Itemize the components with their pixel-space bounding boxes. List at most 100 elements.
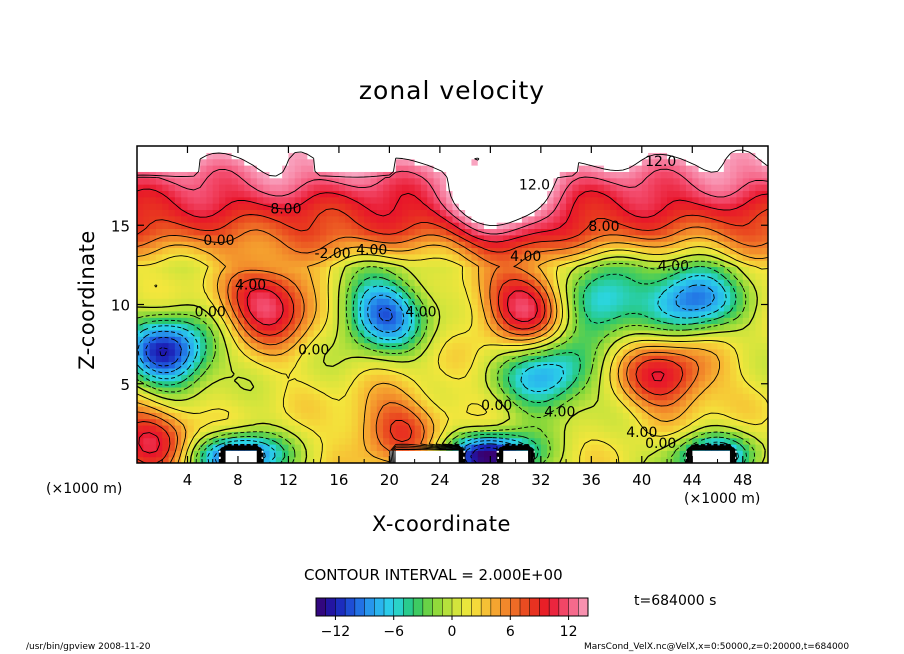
field-cell bbox=[490, 412, 498, 420]
field-cell bbox=[212, 291, 220, 299]
field-cell bbox=[667, 361, 674, 369]
field-cell bbox=[155, 291, 163, 299]
field-cell bbox=[736, 285, 744, 293]
field-cell bbox=[143, 386, 151, 394]
field-cell bbox=[345, 424, 353, 432]
field-cell bbox=[553, 443, 561, 451]
field-cell bbox=[206, 431, 214, 439]
field-cell bbox=[685, 291, 693, 299]
field-cell bbox=[212, 367, 220, 375]
field-cell bbox=[446, 412, 454, 420]
field-cell bbox=[591, 348, 599, 356]
field-cell bbox=[168, 146, 176, 153]
field-cell bbox=[181, 209, 189, 217]
field-cell bbox=[301, 152, 308, 160]
field-cell bbox=[692, 405, 700, 413]
field-cell bbox=[332, 158, 340, 166]
field-cell bbox=[181, 285, 189, 293]
field-cell bbox=[143, 405, 151, 413]
field-cell bbox=[383, 222, 390, 230]
field-cell bbox=[629, 196, 637, 204]
field-cell bbox=[572, 386, 580, 394]
field-cell bbox=[761, 165, 768, 172]
field-cell bbox=[755, 374, 763, 382]
field-cell bbox=[749, 272, 756, 280]
field-cell bbox=[496, 317, 504, 325]
field-cell bbox=[237, 298, 245, 306]
field-cell bbox=[155, 203, 163, 210]
field-cell bbox=[692, 152, 700, 160]
field-cell bbox=[452, 215, 460, 223]
field-cell bbox=[155, 412, 163, 420]
field-cell bbox=[673, 323, 681, 331]
field-cell bbox=[540, 196, 548, 204]
field-cell bbox=[357, 291, 365, 299]
field-cell bbox=[490, 298, 498, 306]
field-cell bbox=[200, 171, 208, 179]
field-cell bbox=[736, 317, 744, 325]
field-cell bbox=[465, 374, 473, 382]
field-cell bbox=[219, 222, 226, 230]
field-cell bbox=[521, 298, 529, 306]
field-cell bbox=[137, 450, 144, 458]
field-cell bbox=[269, 247, 277, 255]
field-cell bbox=[332, 291, 340, 299]
field-cell bbox=[673, 272, 681, 280]
field-cell bbox=[534, 203, 542, 210]
field-cell bbox=[351, 456, 359, 463]
field-cell bbox=[193, 203, 201, 210]
field-cell bbox=[673, 171, 681, 179]
field-cell bbox=[667, 291, 674, 299]
field-cell bbox=[736, 291, 744, 299]
field-cell bbox=[572, 329, 580, 337]
field-cell bbox=[679, 190, 687, 198]
field-cell bbox=[206, 348, 214, 356]
field-cell bbox=[269, 234, 277, 242]
field-cell bbox=[711, 361, 719, 369]
field-cell bbox=[572, 374, 580, 382]
field-cell bbox=[553, 291, 561, 299]
field-cell bbox=[452, 184, 460, 191]
field-cell bbox=[193, 437, 201, 445]
field-cell bbox=[704, 285, 712, 293]
field-cell bbox=[187, 241, 195, 249]
field-cell bbox=[679, 386, 687, 394]
field-cell bbox=[698, 177, 706, 185]
field-cell bbox=[471, 165, 479, 172]
field-cell bbox=[244, 146, 252, 153]
field-cell bbox=[585, 177, 592, 185]
field-cell bbox=[351, 165, 359, 172]
field-cell bbox=[641, 405, 649, 413]
field-cell bbox=[648, 209, 656, 217]
field-cell bbox=[338, 412, 346, 420]
field-cell bbox=[326, 190, 334, 198]
field-cell bbox=[357, 424, 365, 432]
field-cell bbox=[553, 355, 561, 363]
field-cell bbox=[761, 405, 768, 413]
field-cell bbox=[364, 234, 372, 242]
field-cell bbox=[376, 190, 384, 198]
field-cell bbox=[187, 209, 195, 217]
field-cell bbox=[237, 203, 245, 210]
field-cell bbox=[749, 190, 756, 198]
field-cell bbox=[319, 424, 327, 432]
field-cell bbox=[723, 399, 731, 407]
field-cell bbox=[174, 165, 182, 172]
field-cell bbox=[490, 456, 498, 463]
field-cell bbox=[629, 158, 637, 166]
field-cell bbox=[496, 323, 504, 331]
field-cell bbox=[357, 399, 365, 407]
field-cell bbox=[313, 443, 321, 451]
field-cell bbox=[143, 228, 151, 236]
field-cell bbox=[237, 361, 245, 369]
field-cell bbox=[597, 386, 605, 394]
field-cell bbox=[641, 152, 649, 160]
field-cell bbox=[717, 184, 725, 191]
field-cell bbox=[553, 437, 561, 445]
field-cell bbox=[307, 355, 315, 363]
field-cell bbox=[206, 279, 214, 287]
field-cell bbox=[143, 260, 151, 268]
field-cell bbox=[540, 443, 548, 451]
field-cell bbox=[660, 355, 668, 363]
field-cell bbox=[420, 412, 428, 420]
